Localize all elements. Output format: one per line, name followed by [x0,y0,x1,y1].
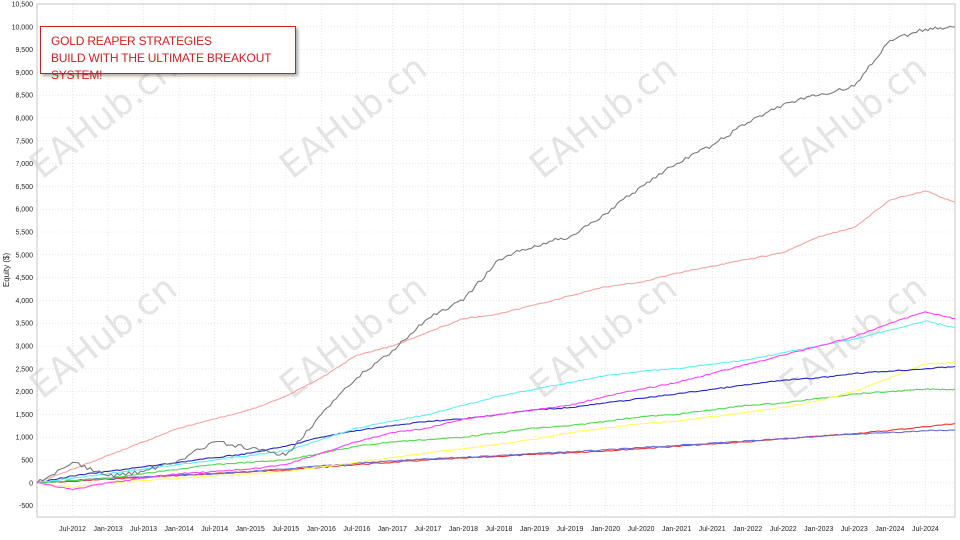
y-tick-label: 8,000 [15,116,33,123]
y-tick-label: 1,500 [15,412,33,419]
x-tick-label: Jan-2021 [662,526,691,533]
y-tick-label: 6,000 [15,207,33,214]
x-tick-label: Jul-2019 [557,526,584,533]
x-tick-label: Jan-2016 [307,526,336,533]
y-tick-label: 7,000 [15,161,33,168]
x-tick-label: Jan-2013 [93,526,122,533]
series-line [36,190,956,484]
x-tick-label: Jul-2024 [912,526,939,533]
y-tick-label: 7,500 [15,138,33,145]
x-tick-label: Jul-2023 [841,526,868,533]
y-tick-label: 2,000 [15,389,33,396]
y-tick-label: 5,000 [15,252,33,259]
x-tick-label: Jan-2024 [875,526,904,533]
y-tick-label: 4,500 [15,275,33,282]
y-tick-label: 4,000 [15,298,33,305]
y-tick-label: 10,000 [12,24,34,31]
axes [36,3,956,518]
y-axis-label: Equity ($) [2,253,11,288]
y-tick-label: 10,500 [12,2,34,9]
y-tick-label: 9,000 [15,70,33,77]
x-tick-label: Jul-2012 [59,526,86,533]
x-tick-label: Jul-2018 [486,526,513,533]
x-tick-label: Jul-2022 [770,526,797,533]
x-tick-label: Jul-2016 [343,526,370,533]
series-line [36,388,956,484]
x-tick-label: Jul-2014 [201,526,228,533]
y-tick-label: -500 [19,503,33,510]
x-tick-label: Jan-2022 [733,526,762,533]
series-line [37,311,955,491]
x-tick-label: Jul-2020 [628,526,655,533]
plot-frame [36,3,956,518]
y-tick-label: 9,500 [15,47,33,54]
x-tick-label: Jan-2015 [236,526,265,533]
series-lines [36,25,956,491]
y-tick-label: 5,500 [15,230,33,237]
x-tick-label: Jul-2017 [414,526,441,533]
y-axis-ticks: -500 0 500 1,000 1,500 2,000 2,500 3,000 3,500 4,… [12,2,34,511]
series-line [36,320,956,484]
y-tick-label: 8,500 [15,93,33,100]
x-tick-label: Jan-2018 [449,526,478,533]
x-tick-label: Jan-2017 [378,526,407,533]
x-axis-ticks: Jul-2012 Jan-2013 Jul-2013 Jan-2014 Jul-2014… [59,526,939,533]
y-tick-label: 6,500 [15,184,33,191]
banner-line-1: GOLD REAPER STRATEGIES [51,34,212,48]
x-tick-label: Jul-2021 [699,526,726,533]
watermark-text: EAHub.cn [272,268,434,408]
y-tick-label: 1,000 [15,435,33,442]
watermark-text: EAHub.cn [272,48,434,188]
y-tick-label: 3,500 [15,321,33,328]
x-tick-label: Jul-2013 [130,526,157,533]
x-tick-label: Jul-2015 [272,526,299,533]
watermarks: EAHub.cn EAHub.cn EAHub.cn EAHub.cn EAHub.cn… [22,48,934,408]
series-line [36,429,956,484]
y-tick-label: 3,000 [15,344,33,351]
series-line [36,361,956,488]
watermark-text: EAHub.cn [772,48,934,188]
x-tick-label: Jan-2014 [165,526,194,533]
strategy-banner: GOLD REAPER STRATEGIES BUILD WITH THE UL… [40,26,296,82]
x-tick-label: Jan-2019 [520,526,549,533]
watermark-text: EAHub.cn [522,48,684,188]
x-tick-label: Jan-2023 [804,526,833,533]
banner-line-2: BUILD WITH THE ULTIMATE BREAKOUT SYSTEM! [51,51,272,82]
y-tick-label: 500 [21,458,33,465]
watermark-text: EAHub.cn [22,268,184,408]
series-line [36,25,956,484]
y-tick-label: 2,500 [15,366,33,373]
y-tick-label: 0 [29,480,33,487]
x-tick-label: Jan-2020 [591,526,620,533]
